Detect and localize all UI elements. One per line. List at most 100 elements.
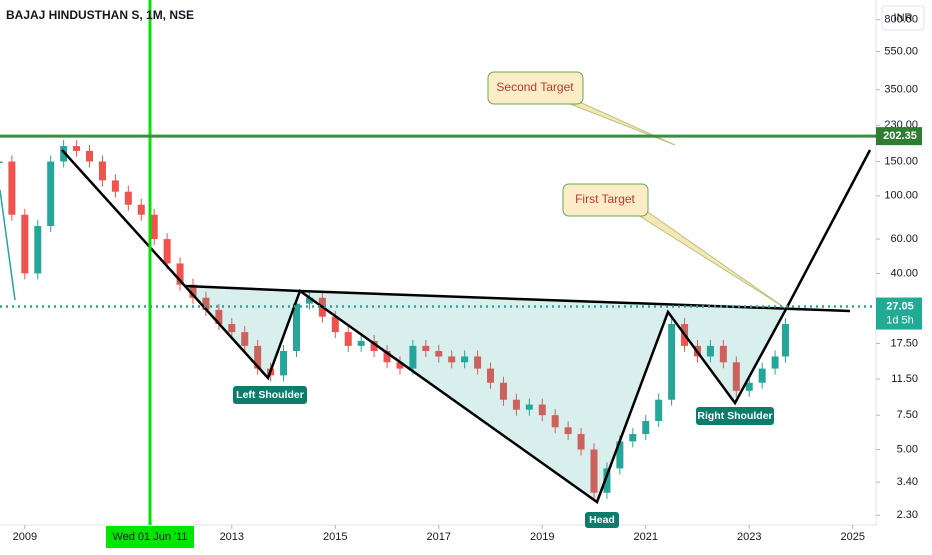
- y-tick-label: 3.40: [897, 476, 918, 488]
- candle: [215, 309, 223, 325]
- candle: [499, 382, 507, 400]
- candle: [487, 368, 495, 383]
- candle: [137, 204, 145, 215]
- candle: [512, 399, 520, 410]
- callout: Second Target: [487, 71, 676, 146]
- candle: [603, 468, 611, 493]
- price-label-box: [876, 127, 922, 146]
- target-label: 202.35: [883, 130, 917, 142]
- candle: [98, 161, 106, 181]
- y-tick-label: 150.00: [884, 155, 918, 167]
- candle: [396, 362, 404, 369]
- candle: [34, 226, 42, 274]
- candle: [344, 332, 352, 346]
- x-tick-label: 2013: [220, 531, 244, 543]
- pattern-line: [0, 189, 16, 301]
- x-tick-label: 2025: [840, 531, 864, 543]
- candle: [150, 214, 158, 240]
- candle: [758, 368, 766, 383]
- neckline: [184, 284, 851, 313]
- chart-title: BAJAJ HINDUSTHAN S, 1M, NSE: [6, 8, 194, 22]
- candle: [254, 345, 262, 369]
- candle: [86, 150, 94, 162]
- candle: [629, 434, 637, 442]
- candle: [370, 341, 378, 352]
- candle: [781, 324, 789, 357]
- candle: [60, 146, 68, 162]
- candle: [241, 332, 249, 346]
- candle: [706, 345, 714, 357]
- pattern-fill: [185, 286, 850, 502]
- pattern-label: Head: [589, 514, 615, 526]
- candle: [435, 351, 443, 357]
- currency[interactable]: INR: [894, 12, 913, 24]
- candle: [280, 351, 288, 376]
- candle: [616, 441, 624, 469]
- candle: [176, 263, 184, 285]
- y-tick-label: 11.50: [891, 373, 918, 385]
- candle: [202, 297, 210, 310]
- x-tick-label: 2009: [13, 531, 37, 543]
- y-tick-label: 550.00: [884, 45, 918, 57]
- y-tick-label: 230.00: [884, 119, 918, 131]
- candle: [745, 382, 753, 391]
- candle: [111, 180, 119, 192]
- candle: [448, 356, 456, 363]
- candle: [732, 362, 740, 391]
- candle: [357, 341, 365, 346]
- y-tick-label: 100.00: [884, 190, 918, 202]
- candle: [655, 399, 663, 422]
- currency-button[interactable]: [881, 5, 925, 31]
- pattern-label: Right Shoulder: [697, 410, 772, 422]
- candle: [474, 356, 482, 369]
- candle: [292, 303, 300, 352]
- y-tick-label: 60.00: [890, 233, 918, 245]
- y-tick-label: 5.00: [897, 443, 918, 455]
- callout-box: [562, 183, 649, 217]
- candle: [21, 214, 29, 274]
- candle: [8, 161, 16, 215]
- candle: [422, 345, 430, 352]
- label-box: [585, 512, 619, 528]
- countdown: 1d 5h: [886, 314, 914, 326]
- candle: [590, 449, 598, 493]
- candle: [163, 239, 171, 264]
- y-tick-label: 800.00: [884, 14, 918, 26]
- callout-text: Second Target: [496, 80, 574, 94]
- candle: [461, 356, 469, 363]
- date-box: [106, 526, 194, 548]
- candle: [564, 427, 572, 435]
- candles: [0, 140, 789, 499]
- candle: [331, 316, 339, 333]
- x-tick-label: 2021: [634, 531, 658, 543]
- candle: [73, 146, 81, 151]
- candle: [0, 161, 3, 163]
- y-tick-label: 40.00: [890, 267, 918, 279]
- candle: [551, 415, 559, 428]
- candle: [771, 356, 779, 369]
- y-tick-label: 2.30: [897, 509, 918, 521]
- x-tick-label: 2017: [427, 531, 451, 543]
- candle: [47, 161, 55, 227]
- candle: [719, 345, 727, 363]
- candle: [642, 421, 650, 435]
- x-tick-label: 2023: [737, 531, 761, 543]
- candle: [525, 404, 533, 410]
- y-tick-label: 350.00: [884, 84, 918, 96]
- candle: [124, 191, 132, 205]
- callout-text: First Target: [575, 192, 635, 206]
- candle: [668, 324, 676, 400]
- candle: [305, 297, 313, 304]
- candle: [577, 434, 585, 450]
- label-box: [696, 407, 774, 425]
- candle: [409, 345, 417, 369]
- candle: [228, 324, 236, 333]
- pattern-line: [61, 149, 872, 504]
- crosshair-date: Wed 01 Jun '11: [112, 531, 187, 543]
- candle: [383, 351, 391, 363]
- pattern-label: Left Shoulder: [236, 389, 304, 401]
- callout-box: [487, 71, 584, 105]
- candle: [538, 404, 546, 416]
